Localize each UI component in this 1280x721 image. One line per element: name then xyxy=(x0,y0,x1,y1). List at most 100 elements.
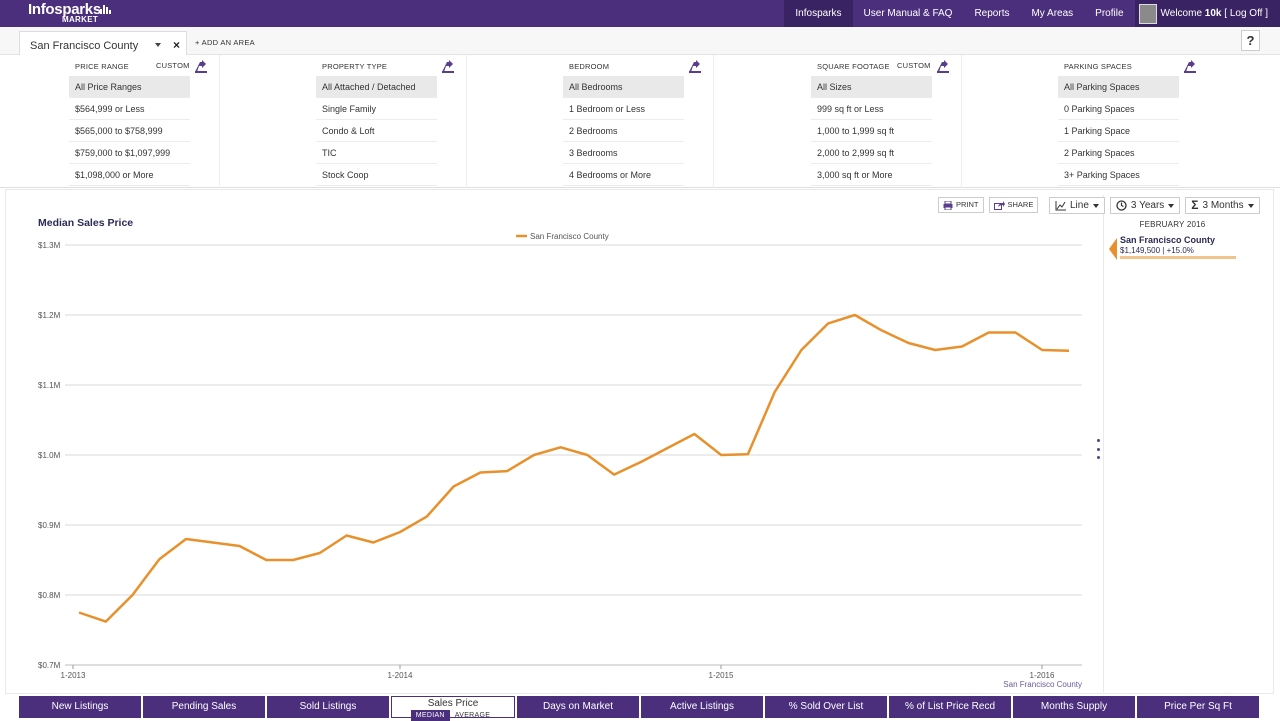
filter-option[interactable]: 4 Bedrooms or More xyxy=(563,164,684,186)
period-select[interactable]: Σ 3 Months xyxy=(1185,197,1260,214)
tab-sales-price[interactable]: Sales Price MEDIAN AVERAGE xyxy=(391,696,515,721)
share-button[interactable]: SHARE xyxy=(988,197,1039,213)
filter-options: All Sizes 999 sq ft or Less 1,000 to 1,9… xyxy=(811,76,932,186)
area-select[interactable]: San Francisco County × xyxy=(19,31,187,57)
logoff-link[interactable]: [ Log Off ] xyxy=(1224,8,1268,19)
user-menu: Welcome 10k [ Log Off ] xyxy=(1134,0,1280,27)
tab-new-listings[interactable]: New Listings xyxy=(19,696,141,718)
share-label: SHARE xyxy=(1007,200,1034,209)
filter-title: PRICE RANGE xyxy=(75,62,129,71)
filter-options: All Attached / Detached Single Family Co… xyxy=(316,76,437,186)
filter-price-range: PRICE RANGE CUSTOM All Price Ranges $564… xyxy=(0,55,220,188)
custom-button[interactable]: CUSTOM xyxy=(156,61,190,70)
y-tick-label: $1.3M xyxy=(38,241,61,250)
side-info: FEBRUARY 2016 San Francisco County $1,14… xyxy=(1104,214,1254,684)
filter-option[interactable]: 999 sq ft or Less xyxy=(811,98,932,120)
chart-controls: Line 3 Years Σ 3 Months xyxy=(1049,197,1260,214)
tab-months-supply[interactable]: Months Supply xyxy=(1013,696,1135,718)
filter-option[interactable]: 1 Bedroom or Less xyxy=(563,98,684,120)
x-tick-label: 1-2015 xyxy=(709,671,734,680)
y-tick-label: $1.2M xyxy=(38,311,61,320)
filter-option[interactable]: All Bedrooms xyxy=(563,76,684,98)
help-button[interactable]: ? xyxy=(1241,30,1260,51)
filter-option[interactable]: All Sizes xyxy=(811,76,932,98)
chevron-down-icon xyxy=(1247,203,1254,208)
infosparks-logo[interactable]: Infosparks MARKET xyxy=(28,1,101,24)
custom-button[interactable]: CUSTOM xyxy=(897,61,931,70)
chart-title: Median Sales Price xyxy=(38,217,134,229)
y-tick-label: $0.7M xyxy=(38,661,61,670)
filter-property-type: PROPERTY TYPE All Attached / Detached Si… xyxy=(220,55,467,188)
tab-list-price-recd[interactable]: % of List Price Recd xyxy=(889,696,1011,718)
filter-option[interactable]: Condo & Loft xyxy=(316,120,437,142)
print-button[interactable]: PRINT xyxy=(938,197,984,213)
filter-option[interactable]: 2,000 to 2,999 sq ft xyxy=(811,142,932,164)
tab-days-on-market[interactable]: Days on Market xyxy=(517,696,639,718)
filter-option[interactable]: Single Family xyxy=(316,98,437,120)
filter-option[interactable]: 2 Bedrooms xyxy=(563,120,684,142)
tab-active-listings[interactable]: Active Listings xyxy=(641,696,763,718)
filter-options: All Parking Spaces 0 Parking Spaces 1 Pa… xyxy=(1058,76,1179,186)
filter-option[interactable]: All Attached / Detached xyxy=(316,76,437,98)
nav-profile[interactable]: Profile xyxy=(1095,8,1124,19)
filter-option[interactable]: 3,000 sq ft or More xyxy=(811,164,932,186)
pin-filter-icon[interactable] xyxy=(193,58,208,74)
filter-option[interactable]: All Parking Spaces xyxy=(1058,76,1179,98)
x-tick-label: 1-2013 xyxy=(61,671,86,680)
tab-pending-sales[interactable]: Pending Sales xyxy=(143,696,265,718)
filter-option[interactable]: $759,000 to $1,097,999 xyxy=(69,142,190,164)
average-toggle[interactable]: AVERAGE xyxy=(454,712,491,719)
x-tick-label: 1-2016 xyxy=(1030,671,1055,680)
filter-option[interactable]: $565,000 to $758,999 xyxy=(69,120,190,142)
filter-option[interactable]: All Price Ranges xyxy=(69,76,190,98)
logo-text-info: Info xyxy=(28,1,55,18)
filter-title: BEDROOM xyxy=(569,62,610,71)
close-icon[interactable]: × xyxy=(173,38,181,52)
pin-filter-icon[interactable] xyxy=(440,58,455,74)
chevron-down-icon[interactable] xyxy=(155,43,161,47)
pin-filter-icon[interactable] xyxy=(687,58,702,74)
filter-option[interactable]: 1 Parking Space xyxy=(1058,120,1179,142)
filter-title: PROPERTY TYPE xyxy=(322,62,388,71)
welcome-text: Welcome xyxy=(1160,8,1203,19)
range-value: 3 Years xyxy=(1130,200,1165,211)
median-toggle[interactable]: MEDIAN xyxy=(410,710,450,721)
chart-panel xyxy=(19,195,1104,692)
print-label: PRINT xyxy=(956,200,979,209)
nav-infosparks[interactable]: Infosparks xyxy=(784,0,853,27)
x-tick-label: 1-2014 xyxy=(388,671,413,680)
chart-type-select[interactable]: Line xyxy=(1049,197,1105,214)
area-row: San Francisco County × + ADD AN AREA ? xyxy=(0,27,1280,57)
tab-sold-listings[interactable]: Sold Listings xyxy=(267,696,389,718)
chevron-down-icon xyxy=(1168,203,1175,208)
y-tick-label: $1.0M xyxy=(38,451,61,460)
pin-filter-icon[interactable] xyxy=(935,58,950,74)
filter-option[interactable]: $1,098,000 or More xyxy=(69,164,190,186)
pointer-arrow-icon xyxy=(1109,238,1117,260)
nav-user-manual[interactable]: User Manual & FAQ xyxy=(863,8,953,19)
chart-type-value: Line xyxy=(1070,200,1089,211)
filter-option[interactable]: 0 Parking Spaces xyxy=(1058,98,1179,120)
clock-icon xyxy=(1116,200,1127,211)
filter-option[interactable]: 3 Bedrooms xyxy=(563,142,684,164)
tab-sold-over-list[interactable]: % Sold Over List xyxy=(765,696,887,718)
more-options-icon[interactable] xyxy=(1097,439,1101,459)
filter-option[interactable]: 1,000 to 1,999 sq ft xyxy=(811,120,932,142)
nav-reports[interactable]: Reports xyxy=(974,8,1010,19)
add-area-button[interactable]: + ADD AN AREA xyxy=(195,38,255,47)
nav-my-areas[interactable]: My Areas xyxy=(1031,8,1074,19)
filter-option[interactable]: Stock Coop xyxy=(316,164,437,186)
metric-tabs: New Listings Pending Sales Sold Listings… xyxy=(19,696,1259,721)
filter-option[interactable]: TIC xyxy=(316,142,437,164)
pin-filter-icon[interactable] xyxy=(1182,58,1197,74)
tab-price-per-sq-ft[interactable]: Price Per Sq Ft xyxy=(1137,696,1259,718)
range-select[interactable]: 3 Years xyxy=(1109,197,1181,214)
filter-title: PARKING SPACES xyxy=(1064,62,1132,71)
tab-sales-price-label: Sales Price xyxy=(427,698,479,709)
chart-source-label: San Francisco County xyxy=(1003,680,1082,689)
filter-option[interactable]: 3+ Parking Spaces xyxy=(1058,164,1179,186)
filter-option[interactable]: $564,999 or Less xyxy=(69,98,190,120)
y-tick-label: $1.1M xyxy=(38,381,61,390)
filter-option[interactable]: 2 Parking Spaces xyxy=(1058,142,1179,164)
